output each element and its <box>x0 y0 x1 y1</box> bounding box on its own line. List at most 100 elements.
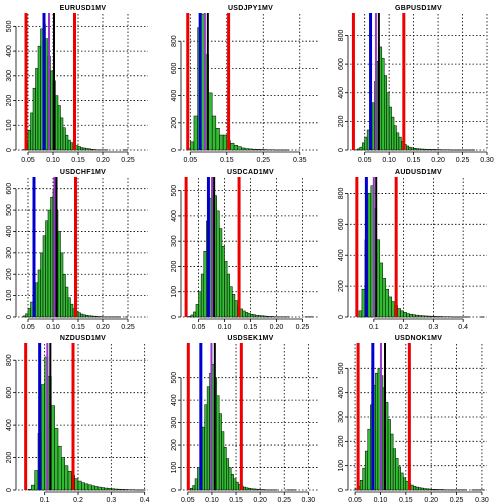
y-tick-label: 500 <box>338 362 345 374</box>
histogram-bar <box>57 445 62 491</box>
y-tick-label: 100 <box>6 290 13 302</box>
histogram-bar <box>80 313 84 318</box>
histogram-bar <box>425 149 429 151</box>
x-tick-label: 0.05 <box>348 497 362 504</box>
y-tick-label: 400 <box>171 210 178 222</box>
histogram-bar <box>62 127 66 151</box>
histogram-bar <box>421 315 425 318</box>
histogram-bar <box>31 484 35 491</box>
x-tick-label: 0.1 <box>40 497 50 504</box>
histogram-bar <box>258 315 262 318</box>
histogram-bar <box>41 384 45 491</box>
histogram-bar <box>427 315 431 318</box>
histogram-bar <box>386 92 390 151</box>
histogram-bar <box>65 286 69 318</box>
y-tick-label: 400 <box>338 387 345 399</box>
histogram-bar <box>35 68 39 151</box>
y-tick-label: 400 <box>171 394 178 406</box>
x-tick-label: 0.10 <box>46 157 60 164</box>
histogram-bar <box>60 252 64 318</box>
x-tick-label: 0.15 <box>229 497 243 504</box>
histogram-bar <box>206 386 210 491</box>
y-tick-label: 400 <box>171 90 178 102</box>
y-tick-label: 200 <box>6 95 13 107</box>
histogram-bar <box>255 149 260 151</box>
histogram-bar <box>418 315 422 318</box>
panel-title: USDCAD1MV <box>227 169 274 176</box>
x-tick-label: 0.25 <box>456 157 470 164</box>
x-tick-label: 0.25 <box>121 324 135 331</box>
histogram-bar <box>367 193 372 318</box>
histogram-bar <box>203 251 207 318</box>
y-tick-label: 800 <box>338 188 345 200</box>
x-tick-label: 0.20 <box>253 497 267 504</box>
y-tick-label: 300 <box>171 417 178 429</box>
y-tick-label: 0 <box>338 488 345 492</box>
y-tick-label: 100 <box>338 460 345 472</box>
histogram-bar <box>226 273 230 318</box>
histogram-bar <box>215 127 220 151</box>
histogram-bar <box>242 310 246 318</box>
y-tick-label: 0 <box>171 488 178 492</box>
histogram-bar <box>211 115 217 151</box>
x-tick-label: 0.15 <box>71 157 85 164</box>
histogram-bar <box>218 413 222 491</box>
y-tick-label: 500 <box>171 372 178 384</box>
histogram-bar <box>204 404 208 491</box>
histogram-bar <box>400 472 404 491</box>
y-tick-label: 400 <box>338 87 345 99</box>
histogram-bar <box>265 315 269 318</box>
histogram-bar <box>42 235 46 318</box>
histogram-bar <box>423 488 427 491</box>
y-tick-label: 100 <box>171 462 178 474</box>
histogram-bar <box>413 486 417 491</box>
histogram-bar <box>430 489 434 491</box>
histogram-bar <box>114 488 119 491</box>
histogram-bar <box>364 136 368 151</box>
histogram-bar <box>391 116 395 151</box>
histogram-bar <box>408 146 412 151</box>
histogram-bar <box>409 313 413 318</box>
histogram-bar <box>121 489 125 491</box>
histogram-bar <box>428 488 432 491</box>
histogram-bar <box>27 308 31 318</box>
histogram-bar <box>244 148 249 151</box>
histogram-bar <box>25 313 29 318</box>
histogram-bar <box>420 487 424 491</box>
x-tick-label: 0.20 <box>424 497 438 504</box>
x-tick-label: 0.05 <box>21 157 35 164</box>
histogram-bar <box>81 482 85 491</box>
histogram-bar <box>367 428 371 491</box>
histogram-bar <box>252 314 256 318</box>
x-tick-label: 0.25 <box>256 157 270 164</box>
histogram-bar <box>67 297 71 318</box>
histogram-bar <box>54 428 59 491</box>
y-tick-label: 800 <box>6 354 13 366</box>
histogram-bar <box>388 106 392 151</box>
histogram-bar <box>97 486 102 491</box>
histogram-bar <box>271 316 275 318</box>
histogram-bar <box>398 136 402 151</box>
histogram-bar <box>387 419 391 491</box>
histogram-bar <box>45 38 49 151</box>
y-tick-label: 200 <box>171 117 178 129</box>
y-tick-label: 600 <box>338 58 345 70</box>
histogram-bar <box>418 148 422 151</box>
histogram-bar <box>371 102 375 151</box>
histogram-bar <box>406 145 409 151</box>
histogram-bar <box>208 92 213 151</box>
histogram-bar <box>67 139 71 151</box>
y-tick-label: 300 <box>6 70 13 82</box>
y-tick-label: 100 <box>6 119 13 131</box>
y-tick-label: 0 <box>171 315 178 319</box>
histogram-bar <box>226 458 230 491</box>
histogram-bar <box>268 316 272 318</box>
histogram-bar <box>230 474 234 491</box>
x-tick-label: 0.30 <box>480 157 494 164</box>
x-tick-label: 0.20 <box>270 324 284 331</box>
histogram-bar <box>388 296 392 318</box>
histogram-bar <box>384 75 387 151</box>
histogram-bar <box>423 148 427 151</box>
histogram-bar <box>219 134 224 151</box>
histogram-bar <box>101 487 105 491</box>
